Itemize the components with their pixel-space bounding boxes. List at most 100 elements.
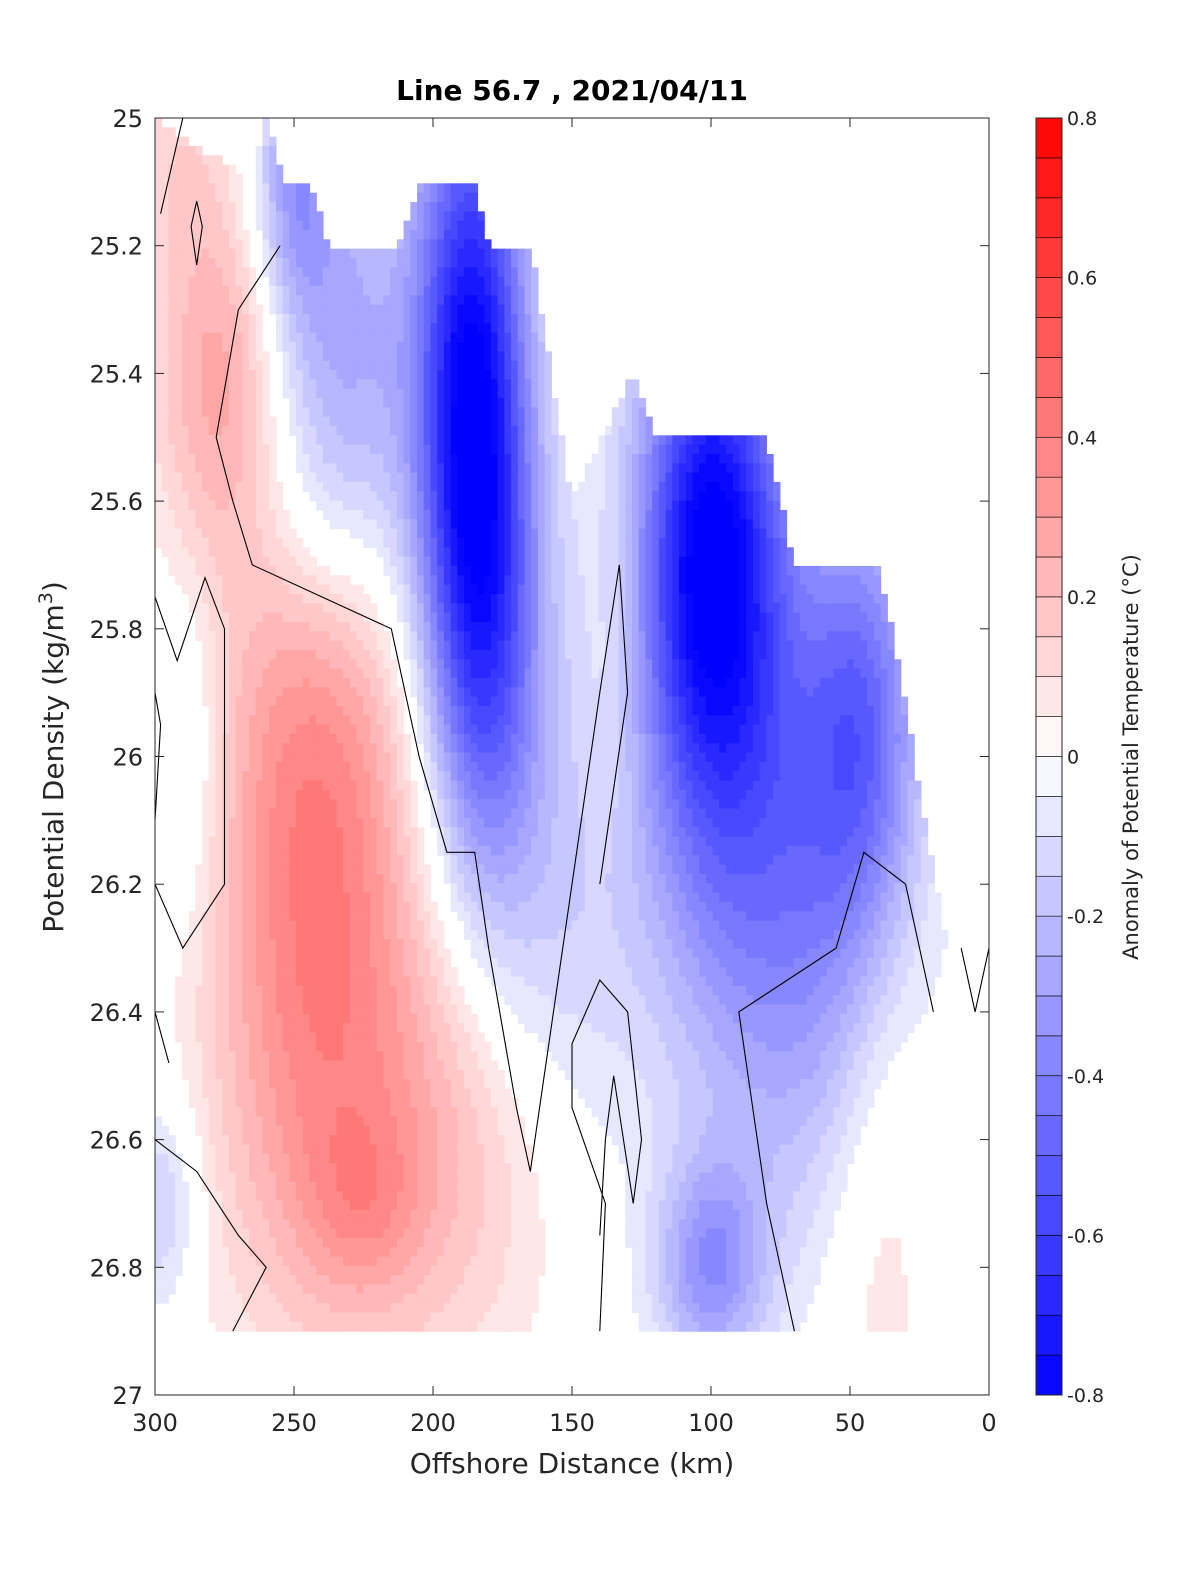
field-cell (168, 556, 176, 567)
field-cell (349, 1032, 358, 1043)
field-cell (443, 416, 452, 427)
field-cell (457, 1275, 465, 1286)
field-cell (269, 136, 277, 147)
field-cell (329, 500, 337, 511)
field-cell (437, 509, 445, 520)
field-cell (383, 957, 391, 968)
field-cell (369, 1144, 378, 1155)
field-cell (262, 425, 270, 436)
field-cell (249, 388, 257, 399)
field-cell (181, 453, 190, 464)
field-cell (450, 864, 458, 875)
field-cell (316, 1219, 324, 1230)
field-cell (396, 360, 405, 371)
field-cell (242, 1088, 250, 1099)
field-cell (202, 696, 210, 707)
field-cell (269, 780, 277, 791)
field-cell (302, 192, 311, 203)
field-cell (396, 1265, 405, 1276)
field-cell (363, 285, 371, 296)
field-cell (289, 1069, 297, 1080)
field-cell (464, 295, 472, 306)
field-cell (282, 183, 290, 194)
field-cell (181, 509, 190, 520)
field-cell (329, 1265, 337, 1276)
field-cell (208, 995, 217, 1006)
field-cell (336, 948, 344, 959)
field-cell (376, 509, 385, 520)
field-cell (235, 649, 243, 660)
field-cell (349, 873, 358, 884)
field-cell (410, 659, 418, 670)
field-cell (343, 1200, 351, 1211)
field-cell (282, 631, 290, 642)
field-cell (403, 1153, 411, 1164)
field-cell (329, 369, 337, 380)
field-cell (275, 1191, 284, 1202)
field-cell (336, 341, 344, 352)
field-cell (309, 323, 317, 334)
field-cell (396, 407, 405, 418)
field-cell (202, 425, 210, 436)
field-cell (269, 705, 277, 716)
field-cell (410, 547, 418, 558)
field-cell (336, 1219, 344, 1230)
field-cell (376, 276, 385, 287)
field-cell (255, 1144, 264, 1155)
field-cell (195, 416, 203, 427)
field-cell (235, 976, 243, 987)
field-cell (316, 957, 324, 968)
field-cell (249, 1144, 257, 1155)
field-cell (188, 967, 196, 978)
field-cell (262, 1023, 270, 1034)
field-cell (262, 668, 270, 679)
field-cell (430, 1200, 438, 1211)
field-cell (376, 267, 385, 278)
field-cell (410, 911, 418, 922)
field-cell (410, 677, 418, 688)
field-cell (457, 855, 465, 866)
field-cell (329, 1219, 337, 1230)
field-cell (343, 957, 351, 968)
field-cell (322, 911, 331, 922)
field-cell (356, 705, 364, 716)
field-cell (255, 789, 264, 800)
field-cell (396, 1219, 405, 1230)
field-cell (202, 229, 210, 240)
field-cell (457, 715, 465, 726)
field-cell (403, 453, 411, 464)
field-cell (228, 1256, 237, 1267)
field-cell (222, 425, 230, 436)
field-cell (316, 267, 324, 278)
field-cell (336, 1060, 344, 1071)
field-cell (208, 304, 217, 315)
field-cell (343, 435, 351, 446)
field-cell (410, 901, 418, 912)
field-cell (336, 883, 344, 894)
field-cell (376, 407, 385, 418)
field-cell (181, 957, 190, 968)
field-cell (356, 995, 364, 1006)
field-cell (329, 976, 337, 987)
field-cell (262, 827, 270, 838)
field-cell (403, 1135, 411, 1146)
field-cell (282, 920, 290, 931)
field-cell (309, 677, 317, 688)
field-cell (235, 733, 243, 744)
field-cell (349, 463, 358, 474)
field-cell (242, 957, 250, 968)
field-cell (289, 995, 297, 1006)
field-cell (228, 1088, 237, 1099)
field-cell (363, 1303, 371, 1314)
field-cell (390, 1172, 398, 1183)
field-cell (390, 453, 398, 464)
field-cell (369, 1153, 378, 1164)
field-cell (423, 995, 432, 1006)
field-cell (369, 481, 378, 492)
field-cell (437, 397, 445, 408)
field-cell (390, 1219, 398, 1230)
field-cell (322, 631, 331, 642)
field-cell (222, 201, 230, 212)
field-cell (302, 1321, 311, 1332)
field-cell (302, 873, 311, 884)
